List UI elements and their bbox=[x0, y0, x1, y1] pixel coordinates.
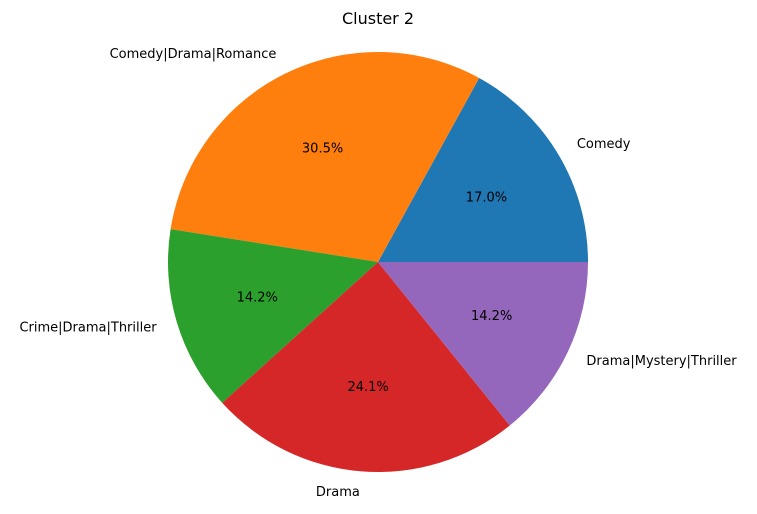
slice-label-comedy: Comedy bbox=[577, 137, 631, 152]
pct-label-comedy: 17.0% bbox=[466, 190, 507, 205]
pie-slice-drama bbox=[222, 262, 510, 472]
pie-slice-drama-mystery-thriller bbox=[378, 262, 588, 426]
pct-label-comedy-drama-romance: 30.5% bbox=[302, 141, 343, 156]
slice-label-comedy-drama-romance: Comedy|Drama|Romance bbox=[110, 47, 277, 62]
slice-label-drama: Drama bbox=[316, 485, 360, 500]
pie-slice-comedy-drama-romance bbox=[170, 51, 480, 262]
chart-title: Cluster 2 bbox=[342, 9, 414, 28]
pie-slices bbox=[168, 51, 588, 472]
pie-slice-crime-drama-thriller bbox=[168, 229, 378, 403]
pct-label-crime-drama-thriller: 14.2% bbox=[237, 290, 278, 305]
slice-label-drama-mystery-thriller: Drama|Mystery|Thriller bbox=[586, 354, 737, 369]
pie-slice-comedy bbox=[378, 77, 588, 263]
pct-label-drama: 24.1% bbox=[347, 380, 388, 395]
pie-labels: Comedy 17.0% Comedy|Drama|Romance 30.5% Crim… bbox=[19, 47, 737, 500]
slice-label-crime-drama-thriller: Crime|Drama|Thriller bbox=[19, 320, 157, 335]
pct-label-drama-mystery-thriller: 14.2% bbox=[471, 309, 512, 324]
